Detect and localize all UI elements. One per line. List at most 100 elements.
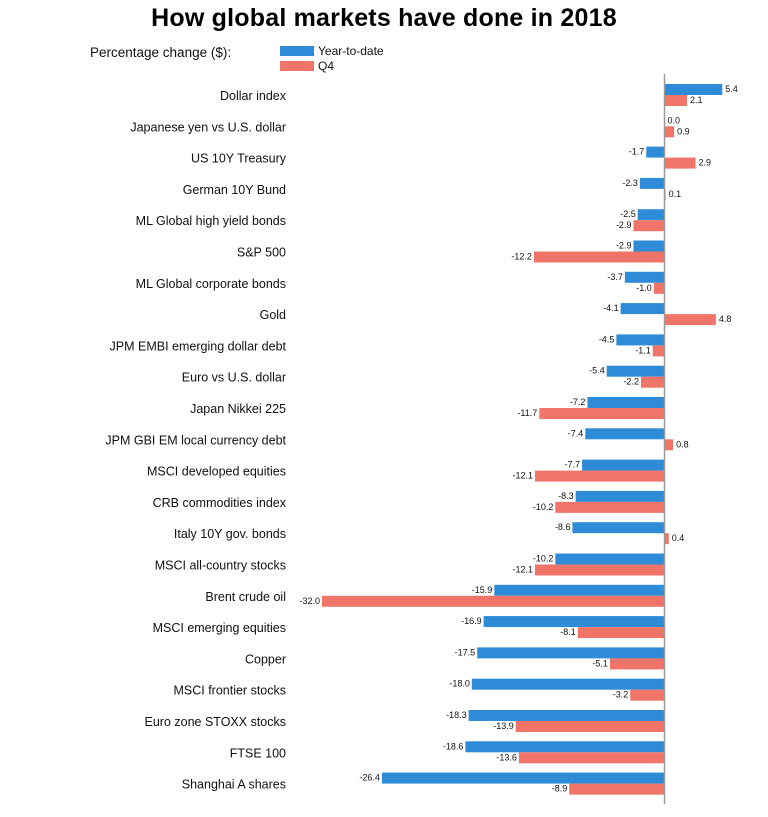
category-label: Japanese yen vs U.S. dollar xyxy=(130,120,286,134)
bar-q4 xyxy=(630,689,665,701)
legend-caption: Percentage change ($): xyxy=(90,45,232,60)
bar-q4 xyxy=(664,533,669,545)
bar-q4 xyxy=(555,501,665,513)
category-label: Shanghai A shares xyxy=(182,778,286,792)
legend-label-ytd: Year-to-date xyxy=(318,44,384,58)
bar-ytd xyxy=(555,553,665,565)
value-label-q4: 2.9 xyxy=(699,158,712,168)
bar-q4 xyxy=(569,783,665,795)
bar-ytd xyxy=(471,678,665,690)
bar-ytd xyxy=(639,177,665,189)
value-label-q4: -1.1 xyxy=(635,345,651,355)
value-label-ytd: -1.7 xyxy=(629,147,645,157)
bar-q4 xyxy=(322,595,665,607)
value-label-q4: -13.9 xyxy=(493,721,514,731)
value-label-ytd: -7.2 xyxy=(570,397,586,407)
bar-ytd xyxy=(633,240,665,252)
category-label: MSCI developed equities xyxy=(147,465,286,479)
category-label: CRB commodities index xyxy=(153,496,287,510)
value-label-ytd: -16.9 xyxy=(461,616,482,626)
bar-ytd xyxy=(572,522,665,534)
value-label-q4: -5.1 xyxy=(592,658,608,668)
bar-ytd xyxy=(616,334,665,346)
value-label-q4: 4.8 xyxy=(719,314,732,324)
legend-item-ytd: Year-to-date xyxy=(280,44,384,58)
value-label-q4: 0.1 xyxy=(669,189,682,199)
bar-ytd xyxy=(620,303,665,315)
category-label: Euro vs U.S. dollar xyxy=(182,371,286,385)
category-label: Euro zone STOXX stocks xyxy=(145,715,287,729)
bar-q4 xyxy=(534,564,665,576)
bar-ytd xyxy=(494,584,665,596)
legend-item-q4: Q4 xyxy=(280,59,334,73)
value-label-ytd: 5.4 xyxy=(725,84,738,94)
bar-q4 xyxy=(577,627,665,639)
value-label-q4: -32.0 xyxy=(299,596,320,606)
legend-label-q4: Q4 xyxy=(318,59,335,73)
bar-q4 xyxy=(653,282,665,294)
value-label-ytd: -17.5 xyxy=(455,647,476,657)
value-label-q4: 0.9 xyxy=(677,126,690,136)
bar-q4 xyxy=(539,408,665,419)
bar-q4 xyxy=(609,658,665,670)
value-label-q4: -12.1 xyxy=(512,565,533,575)
value-label-ytd: -4.1 xyxy=(603,303,619,313)
value-label-ytd: -18.3 xyxy=(446,710,467,720)
bar-ytd xyxy=(587,397,665,408)
category-label: MSCI frontier stocks xyxy=(173,684,286,698)
bar-q4 xyxy=(640,376,665,388)
value-label-q4: 0.8 xyxy=(676,439,689,449)
bar-q4 xyxy=(515,721,665,732)
value-label-q4: -2.2 xyxy=(623,377,639,387)
value-label-ytd: -26.4 xyxy=(359,773,380,783)
category-label: Japan Nikkei 225 xyxy=(190,402,286,416)
value-label-ytd: -3.7 xyxy=(607,272,623,282)
value-label-ytd: -4.5 xyxy=(599,334,615,344)
bar-ytd xyxy=(477,647,665,659)
value-label-q4: 0.4 xyxy=(672,533,685,543)
value-label-q4: -12.2 xyxy=(511,252,532,262)
bar-q4 xyxy=(534,470,665,482)
value-label-ytd: -18.0 xyxy=(449,679,470,689)
value-label-q4: -12.1 xyxy=(512,471,533,481)
bar-ytd xyxy=(483,616,665,628)
bar-q4 xyxy=(664,439,674,451)
bar-q4 xyxy=(664,126,675,138)
value-label-q4: -2.9 xyxy=(616,220,632,230)
bar-ytd xyxy=(585,428,665,440)
value-label-ytd: -18.6 xyxy=(443,741,464,751)
value-label-ytd: -8.3 xyxy=(558,491,574,501)
bar-ytd xyxy=(637,209,665,221)
category-label: JPM EMBI emerging dollar debt xyxy=(110,339,287,353)
legend-swatch-q4 xyxy=(280,61,314,71)
bar-q4 xyxy=(664,95,687,106)
bar-ytd xyxy=(575,490,665,502)
bar-q4 xyxy=(664,314,716,326)
category-label: FTSE 100 xyxy=(230,746,286,760)
category-label: ML Global high yield bonds xyxy=(136,214,286,228)
value-label-ytd: -2.5 xyxy=(620,209,636,219)
bar-ytd xyxy=(624,271,665,283)
category-label: S&P 500 xyxy=(237,246,286,260)
value-label-ytd: 0.0 xyxy=(668,115,681,125)
category-label: German 10Y Bund xyxy=(183,183,286,197)
value-label-q4: -10.2 xyxy=(533,502,554,512)
category-label: Italy 10Y gov. bonds xyxy=(174,527,286,541)
value-label-q4: -8.1 xyxy=(560,627,576,637)
category-label: Dollar index xyxy=(220,89,287,103)
category-label: Gold xyxy=(260,308,286,322)
bar-q4 xyxy=(633,220,665,232)
value-label-ytd: -5.4 xyxy=(589,366,605,376)
value-label-ytd: -2.9 xyxy=(616,241,632,251)
value-label-ytd: -7.4 xyxy=(568,428,584,438)
chart-title: How global markets have done in 2018 xyxy=(151,4,617,32)
category-label: Copper xyxy=(245,652,286,666)
category-label: Brent crude oil xyxy=(205,590,286,604)
value-label-ytd: -10.2 xyxy=(533,554,554,564)
category-label: US 10Y Treasury xyxy=(191,152,287,166)
value-label-q4: -1.0 xyxy=(636,283,652,293)
bar-ytd xyxy=(664,84,723,95)
value-label-q4: -3.2 xyxy=(613,690,629,700)
category-label: MSCI emerging equities xyxy=(153,621,286,635)
bar-ytd xyxy=(465,741,665,753)
